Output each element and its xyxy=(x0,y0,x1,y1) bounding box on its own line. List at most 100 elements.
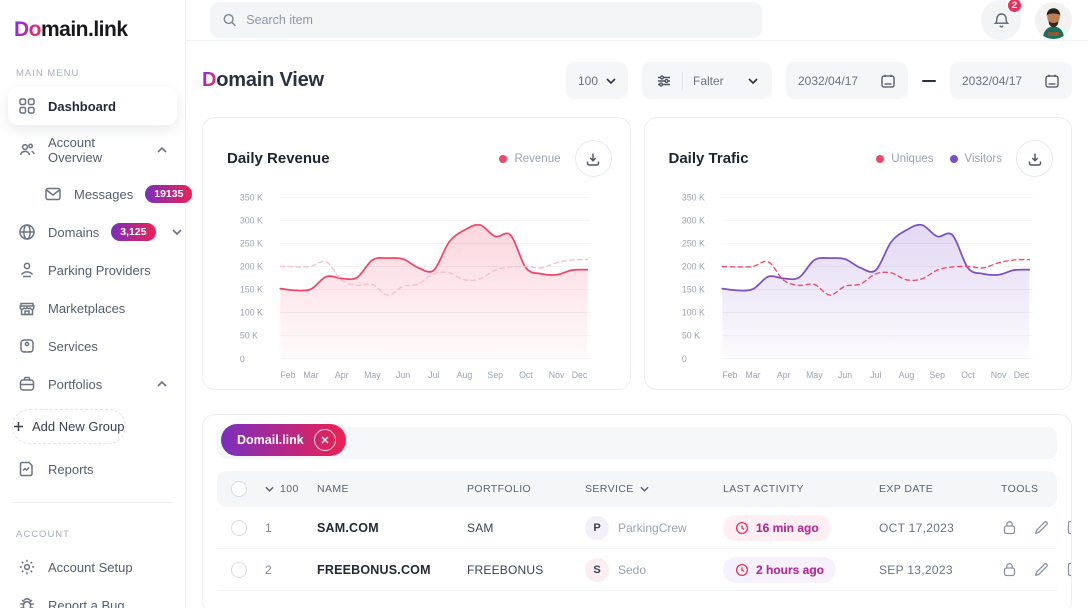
remove-filter-button[interactable] xyxy=(313,429,336,451)
table-row[interactable]: 1 SAM.COM SAM P ParkingCrew 16 min ago O… xyxy=(217,507,1071,549)
column-header-exp-date[interactable]: EXP DATE xyxy=(879,483,934,495)
page-title-accent: D xyxy=(202,69,217,91)
sidebar-item-parking-providers[interactable]: Parking Providers xyxy=(8,251,177,289)
svg-text:Jul: Jul xyxy=(428,370,439,380)
download-button[interactable] xyxy=(574,140,612,177)
search-bar[interactable] xyxy=(210,2,762,38)
chart-header: Daily Trafic Uniques Visitors xyxy=(661,132,1056,179)
domain-name: FREEBONUS.COM xyxy=(317,562,431,577)
column-header-last-activity[interactable]: LAST ACTIVITY xyxy=(723,483,804,495)
sidebar-item-services[interactable]: Services xyxy=(8,327,177,365)
add-new-group-button[interactable]: Add New Group xyxy=(12,409,126,444)
sidebar-item-label: Dashboard xyxy=(48,98,116,114)
row-number: 2 xyxy=(265,562,272,577)
page-controls: 100 Falter 2032/04/17 xyxy=(566,62,1072,99)
add-file-button[interactable] xyxy=(1065,561,1071,578)
chevron-down-icon xyxy=(640,486,649,492)
column-header-service[interactable]: SERVICE xyxy=(585,483,723,495)
chevron-down-icon xyxy=(748,77,758,84)
download-icon xyxy=(1028,153,1041,166)
download-button[interactable] xyxy=(1016,140,1053,177)
column-header-portfolio[interactable]: PORTFOLIO xyxy=(467,483,532,495)
search-input[interactable] xyxy=(246,13,750,27)
svg-text:0: 0 xyxy=(240,354,245,364)
table-row[interactable]: 2 FREEBONUS.COM FREEBONUS S Sedo 2 hours… xyxy=(217,549,1071,591)
svg-text:May: May xyxy=(364,370,381,380)
sidebar-item-account-setup[interactable]: Account Setup xyxy=(8,548,177,586)
sidebar-item-label: Messages xyxy=(74,186,134,202)
add-file-button[interactable] xyxy=(1065,519,1071,536)
sidebar-item-portfolios[interactable]: Portfolios xyxy=(8,365,177,403)
download-icon xyxy=(586,153,600,166)
svg-text:250 K: 250 K xyxy=(240,238,263,248)
date-to-value: 2032/04/17 xyxy=(962,73,1023,88)
svg-text:200 K: 200 K xyxy=(681,262,704,272)
domain-name: SAM.COM xyxy=(317,520,379,535)
select-all-checkbox[interactable] xyxy=(231,481,247,497)
svg-text:50 K: 50 K xyxy=(681,331,699,341)
sidebar-item-label: Account Setup xyxy=(48,559,133,575)
svg-text:Aug: Aug xyxy=(457,370,473,380)
service-initial-chip: P xyxy=(585,515,609,540)
svg-text:Oct: Oct xyxy=(961,370,975,380)
sidebar-item-marketplaces[interactable]: Marketplaces xyxy=(8,289,177,327)
logo[interactable]: Domain.link xyxy=(8,14,177,42)
svg-text:Mar: Mar xyxy=(745,370,760,380)
lock-button[interactable] xyxy=(1001,561,1018,578)
lock-icon xyxy=(1003,563,1016,577)
row-checkbox[interactable] xyxy=(231,519,247,536)
calendar-icon xyxy=(881,74,895,88)
filter-dropdown[interactable]: Falter xyxy=(642,62,772,99)
avatar-image xyxy=(1035,1,1072,39)
sidebar-item-domains[interactable]: Domains 3,125 xyxy=(8,213,182,251)
domains-count-badge: 3,125 xyxy=(111,223,156,241)
svg-text:100 K: 100 K xyxy=(681,308,704,318)
bell-icon xyxy=(993,12,1009,28)
notifications-button[interactable]: 2 xyxy=(981,0,1023,40)
portfolio-name: FREEBONUS xyxy=(467,562,544,577)
sidebar-item-label: Reports xyxy=(48,461,94,477)
logo-rest: main.link xyxy=(41,18,128,41)
sidebar-item-reports[interactable]: Reports xyxy=(8,450,177,488)
chevron-up-icon xyxy=(157,381,167,387)
filter-tag[interactable]: Domail.link xyxy=(221,424,346,456)
sidebar-item-dashboard[interactable]: Dashboard xyxy=(8,87,177,125)
svg-text:Feb: Feb xyxy=(280,370,295,380)
sidebar-item-label: Services xyxy=(48,338,98,354)
topbar-right: 2 xyxy=(981,0,1072,40)
avatar[interactable] xyxy=(1035,1,1072,39)
bug-icon xyxy=(20,597,34,608)
edit-button[interactable] xyxy=(1033,519,1050,536)
svg-text:0: 0 xyxy=(681,354,686,364)
table-header-row: 100 NAME PORTFOLIO SERVICE LAST ACTIVITY… xyxy=(217,471,1057,507)
exp-date: SEP 13,2023 xyxy=(879,562,953,577)
sidebar-item-account-overview[interactable]: Account Overview xyxy=(8,125,177,175)
plus-icon xyxy=(14,422,23,431)
gear-icon xyxy=(19,559,35,575)
sidebar-item-report-a-bug[interactable]: Report a Bug xyxy=(8,586,177,608)
topbar: 2 xyxy=(186,0,1088,41)
lock-icon xyxy=(1003,521,1016,535)
pencil-icon xyxy=(1034,563,1048,577)
legend: Revenue xyxy=(499,153,561,165)
chevron-down-icon xyxy=(606,77,616,84)
sidebar-item-messages[interactable]: Messages 19135 xyxy=(8,175,193,213)
main-area: 2 Domain View 100 xyxy=(186,0,1088,608)
lock-button[interactable] xyxy=(1001,519,1018,536)
briefcase-icon xyxy=(19,376,35,391)
legend-dot xyxy=(949,154,958,163)
tools-cell xyxy=(1001,519,1071,536)
column-header-name[interactable]: NAME xyxy=(317,483,349,495)
chevron-down-icon xyxy=(265,486,274,492)
last-activity-badge: 16 min ago xyxy=(723,514,831,541)
row-checkbox[interactable] xyxy=(231,561,247,578)
date-from-input[interactable]: 2032/04/17 xyxy=(786,62,908,99)
date-to-input[interactable]: 2032/04/17 xyxy=(950,62,1072,99)
column-header-count[interactable]: 100 xyxy=(265,483,317,495)
page-title-rest: omain View xyxy=(216,69,324,91)
service-name: ParkingCrew xyxy=(618,520,687,535)
page-size-select[interactable]: 100 xyxy=(566,62,628,99)
filter-label: Falter xyxy=(693,73,724,88)
chart-title: Daily Trafic xyxy=(668,150,749,167)
edit-button[interactable] xyxy=(1033,561,1050,578)
